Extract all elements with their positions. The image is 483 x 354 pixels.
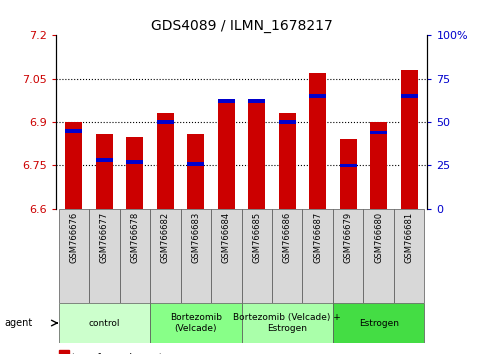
Bar bbox=[187, 162, 204, 166]
Bar bbox=[309, 94, 326, 98]
Text: GSM766680: GSM766680 bbox=[374, 212, 383, 263]
Bar bbox=[242, 209, 272, 303]
Text: GSM766685: GSM766685 bbox=[252, 212, 261, 263]
Text: GSM766679: GSM766679 bbox=[344, 212, 353, 263]
Bar bbox=[302, 209, 333, 303]
Text: transformed count: transformed count bbox=[72, 353, 163, 354]
Bar bbox=[370, 131, 387, 135]
Bar bbox=[58, 209, 89, 303]
Bar bbox=[309, 73, 326, 209]
Text: Bortezomib (Velcade) +
Estrogen: Bortezomib (Velcade) + Estrogen bbox=[233, 313, 341, 333]
Text: GSM766683: GSM766683 bbox=[191, 212, 200, 263]
Bar bbox=[340, 164, 356, 167]
Title: GDS4089 / ILMN_1678217: GDS4089 / ILMN_1678217 bbox=[151, 19, 332, 33]
Bar bbox=[279, 120, 296, 124]
Bar bbox=[187, 134, 204, 209]
Bar bbox=[58, 303, 150, 343]
Text: Estrogen: Estrogen bbox=[359, 319, 398, 327]
Bar bbox=[242, 303, 333, 343]
Bar bbox=[66, 122, 82, 209]
Bar bbox=[96, 134, 113, 209]
Bar bbox=[363, 209, 394, 303]
Text: GSM766678: GSM766678 bbox=[130, 212, 139, 263]
Bar bbox=[248, 99, 265, 209]
Bar bbox=[370, 122, 387, 209]
Bar bbox=[127, 160, 143, 164]
Bar bbox=[333, 209, 363, 303]
Bar bbox=[211, 209, 242, 303]
Bar bbox=[401, 94, 417, 98]
Bar bbox=[150, 303, 242, 343]
Bar bbox=[181, 209, 211, 303]
Bar bbox=[127, 137, 143, 209]
Text: GSM766682: GSM766682 bbox=[161, 212, 170, 263]
Bar bbox=[218, 99, 235, 103]
Text: control: control bbox=[88, 319, 120, 327]
Bar bbox=[157, 120, 174, 124]
Bar bbox=[279, 114, 296, 209]
Bar bbox=[89, 209, 120, 303]
Bar bbox=[218, 99, 235, 209]
Bar bbox=[96, 158, 113, 162]
Bar bbox=[272, 209, 302, 303]
Bar bbox=[401, 70, 417, 209]
Text: GSM766684: GSM766684 bbox=[222, 212, 231, 263]
Bar bbox=[394, 209, 425, 303]
Bar bbox=[333, 303, 425, 343]
Bar bbox=[150, 209, 181, 303]
Text: GSM766686: GSM766686 bbox=[283, 212, 292, 263]
Bar bbox=[157, 114, 174, 209]
Text: GSM766687: GSM766687 bbox=[313, 212, 322, 263]
Text: Bortezomib
(Velcade): Bortezomib (Velcade) bbox=[170, 313, 222, 333]
Bar bbox=[248, 99, 265, 103]
Bar bbox=[120, 209, 150, 303]
Bar bbox=[59, 350, 69, 354]
Text: GSM766681: GSM766681 bbox=[405, 212, 413, 263]
Text: GSM766677: GSM766677 bbox=[100, 212, 109, 263]
Bar bbox=[66, 129, 82, 133]
Text: agent: agent bbox=[5, 318, 33, 328]
Text: GSM766676: GSM766676 bbox=[70, 212, 78, 263]
Bar bbox=[340, 139, 356, 209]
